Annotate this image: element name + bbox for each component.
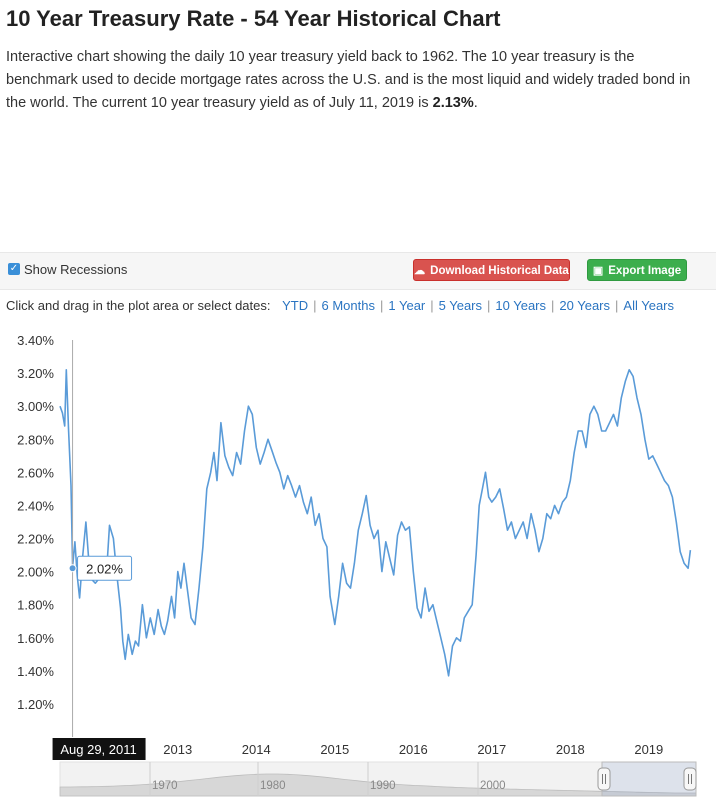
- range-selector: Click and drag in the plot area or selec…: [6, 298, 674, 313]
- range-ytd[interactable]: YTD: [282, 298, 309, 313]
- y-tick-label: 1.60%: [17, 631, 54, 646]
- show-recessions-label[interactable]: Show Recessions: [24, 262, 128, 277]
- y-tick-label: 1.80%: [17, 598, 54, 613]
- range-prompt: Click and drag in the plot area or selec…: [6, 298, 271, 313]
- export-image-button[interactable]: ▣ Export Image: [587, 259, 687, 281]
- download-historical-data-button[interactable]: ☁ Download Historical Data: [413, 259, 570, 281]
- intro-end: .: [473, 95, 478, 111]
- cloud-download-icon: ☁: [414, 265, 426, 277]
- x-tick-label: 2017: [477, 742, 506, 757]
- navigator-window[interactable]: [601, 761, 697, 797]
- download-button-label: Download Historical Data: [430, 265, 569, 277]
- hover-point: [68, 564, 77, 573]
- range-5-years[interactable]: 5 Years: [438, 298, 483, 313]
- x-tick-label: 2014: [242, 742, 271, 757]
- y-tick-label: 3.00%: [17, 399, 54, 414]
- show-recessions-checkbox[interactable]: ✓: [8, 263, 20, 275]
- tooltip-box: [77, 555, 133, 581]
- date-flag-label: Aug 29, 2011: [60, 742, 136, 757]
- y-tick-label: 2.00%: [17, 565, 54, 580]
- current-yield-value: 2.13%: [432, 95, 474, 111]
- x-tick-label: 2018: [556, 742, 585, 757]
- x-tick-label: 2013: [163, 742, 192, 757]
- y-tick-label: 3.40%: [17, 333, 54, 348]
- x-tick-label: 2015: [320, 742, 349, 757]
- range-20-years[interactable]: 20 Years: [559, 298, 611, 313]
- date-flag: [52, 738, 146, 760]
- y-tick-label: 2.80%: [17, 432, 54, 447]
- tooltip-value: 2.02%: [86, 561, 123, 576]
- y-tick-label: 2.60%: [17, 465, 54, 480]
- intro-text: Interactive chart showing the daily 10 y…: [6, 49, 691, 111]
- y-tick-label: 1.40%: [17, 664, 54, 679]
- export-button-label: Export Image: [608, 265, 682, 277]
- range-1-year[interactable]: 1 Year: [388, 298, 426, 313]
- navigator-label: 1970: [152, 780, 178, 792]
- x-tick-label: 2019: [634, 742, 663, 757]
- navigator-handle-right[interactable]: [683, 767, 697, 791]
- navigator-series: [59, 773, 697, 797]
- navigator-label: 1980: [260, 780, 286, 792]
- page-title: 10 Year Treasury Rate - 54 Year Historic…: [6, 6, 501, 31]
- y-tick-label: 3.20%: [17, 366, 54, 381]
- y-tick-label: 2.40%: [17, 498, 54, 513]
- navigator-handle-left[interactable]: [597, 767, 611, 791]
- x-tick-label: 2016: [399, 742, 428, 757]
- navigator-label: 1990: [370, 780, 396, 792]
- navigator-label: 2000: [480, 780, 506, 792]
- image-icon: ▣: [592, 265, 604, 277]
- range-6-months[interactable]: 6 Months: [321, 298, 375, 313]
- range-10-years[interactable]: 10 Years: [495, 298, 547, 313]
- y-tick-label: 1.20%: [17, 697, 54, 712]
- range-all-years[interactable]: All Years: [623, 298, 674, 313]
- y-tick-label: 2.20%: [17, 532, 54, 547]
- intro-paragraph: Interactive chart showing the daily 10 y…: [6, 46, 710, 115]
- series-line: [59, 369, 692, 677]
